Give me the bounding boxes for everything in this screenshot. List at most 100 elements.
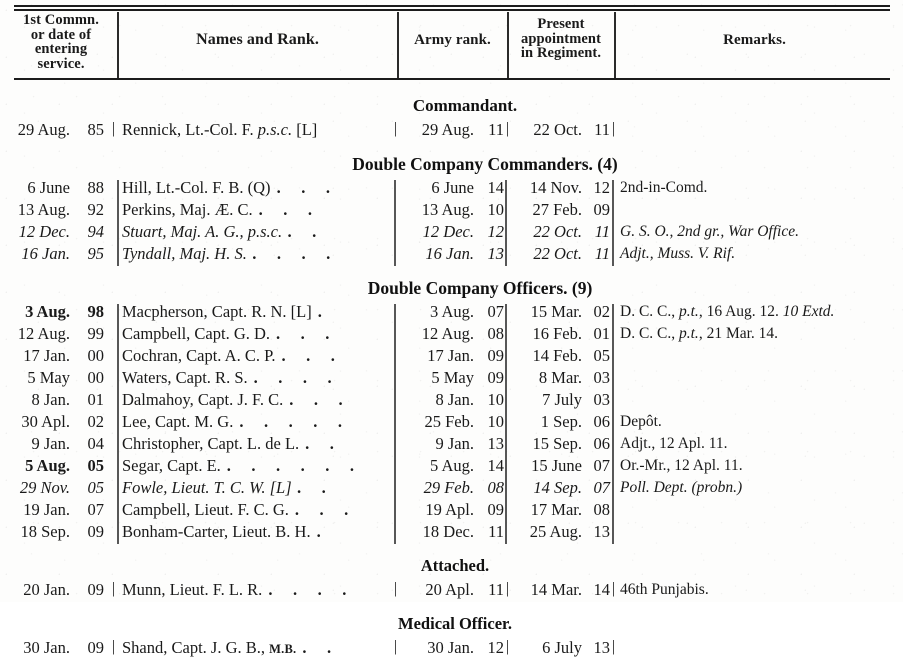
appointment-day-month: 15 June <box>531 456 582 475</box>
army-rank-year: 10 <box>487 412 505 431</box>
leader-dots: . . <box>305 434 336 453</box>
cell-remarks: Or.-Mr., 12 Apl. 11. <box>620 457 743 474</box>
army-rank-year: 11 <box>488 580 504 599</box>
cell-name-and-rank: Perkins, Maj. Æ. C. . . . <box>122 200 394 220</box>
leader-dots: . <box>316 522 323 541</box>
army-rank-day-month: 6 June <box>431 178 474 197</box>
cell-remarks: D. C. C., p.t., 16 Aug. 12. 10 Extd. <box>620 302 898 322</box>
cell-name-and-rank: Campbell, Lieut. F. C. G. . . . <box>122 500 394 520</box>
table-row: 13 Aug. 92 Perkins, Maj. Æ. C. . . . 13 Aug.… <box>0 200 903 222</box>
table-row: 9 Jan. 04 Christopher, Capt. L. de L. . . 9 … <box>0 434 903 456</box>
commission-year: 04 <box>87 434 105 453</box>
commission-day-month: 8 Jan. <box>31 390 71 409</box>
cell-army-rank: 17 Jan. 09 <box>400 346 504 366</box>
header-line: Present <box>537 16 585 32</box>
army-rank-day-month: 29 Aug. <box>421 120 474 139</box>
army-rank-day-month: 19 Apl. <box>425 500 474 519</box>
leader-dots: . . <box>302 638 334 657</box>
army-rank-year: 14 <box>487 178 505 197</box>
name-text: Munn, Lieut. F. L. R. <box>122 580 263 599</box>
cell-commission-date: 16 Jan. 95 <box>4 244 112 264</box>
column-header-names-and-rank: Names and Rank. <box>196 31 319 48</box>
appointment-day-month: 17 Mar. <box>530 500 582 519</box>
cell-army-rank: 9 Jan. 13 <box>400 434 505 454</box>
name-text: Campbell, Lieut. F. C. G. <box>122 500 289 519</box>
army-rank-year: 09 <box>487 368 505 387</box>
remarks-separator-pipe: | <box>612 580 616 597</box>
cell-name-and-rank: Waters, Capt. R. S. . . . . <box>122 368 394 388</box>
cell-army-rank: 13 Aug. 10 <box>400 200 504 220</box>
commission-day-month: 17 Jan. <box>23 346 70 365</box>
appointment-day-month: 22 Oct. <box>533 244 582 263</box>
commission-year: 94 <box>87 222 105 241</box>
name-qualification: p.s.c. <box>257 120 293 139</box>
appointment-day-month: 27 Feb. <box>532 200 583 219</box>
cell-army-rank: 8 Jan. 10 <box>400 390 505 410</box>
leader-dots: . . <box>288 222 319 241</box>
appointment-year: 02 <box>593 302 611 321</box>
cell-army-rank: 16 Jan. 13 <box>400 244 504 264</box>
cell-present-appointment: 14 Nov. 12 <box>510 178 610 198</box>
cell-remarks: 2nd-in-Comd. <box>620 179 708 196</box>
cell-commission-date: 13 Aug. 92 <box>4 200 112 220</box>
cell-commission-date: 6 June 88 <box>4 178 112 198</box>
appointment-year: 06 <box>593 434 611 453</box>
header-line: service. <box>37 55 85 72</box>
cell-name-and-rank: Macpherson, Capt. R. N. [L]. <box>122 302 394 322</box>
appointment-year: 14 <box>593 580 611 599</box>
cell-commission-date: 29 Aug. 85 <box>4 120 112 140</box>
remarks-fragment: 10 Extd. <box>782 303 835 320</box>
army-rank-year: 07 <box>487 302 505 321</box>
commission-day-month: 30 Jan. <box>23 638 70 657</box>
army-rank-year: 08 <box>487 324 505 343</box>
header-line: or date of <box>30 26 92 43</box>
name-text: Campbell, Capt. G. D. <box>122 324 271 343</box>
army-rank-separator-pipe: | <box>394 580 398 597</box>
appointment-day-month: 14 Mar. <box>530 580 582 599</box>
appointment-year: 12 <box>593 178 611 197</box>
commission-day-month: 12 Dec. <box>18 222 70 241</box>
commission-year: 05 <box>87 456 105 475</box>
table-row: 8 Jan. 01 Dalmahoy, Capt. J. F. C. . . . 8 J… <box>0 390 903 412</box>
cell-commission-date: 3 Aug. 98 <box>4 302 112 322</box>
appointment-year: 11 <box>594 244 610 263</box>
army-rank-year: 13 <box>487 244 505 263</box>
cell-commission-date: 18 Sep. 09 <box>4 522 112 542</box>
column-header-commission: 1st Commn. or date of entering service. <box>8 13 114 71</box>
table-row: 3 Aug. 98 Macpherson, Capt. R. N. [L]. 3 Au… <box>0 302 903 324</box>
army-rank-year: 09 <box>487 500 505 519</box>
cell-present-appointment: 22 Oct. 11 <box>510 244 610 264</box>
cell-commission-date: 12 Dec. 94 <box>4 222 112 242</box>
army-rank-day-month: 17 Jan. <box>427 346 474 365</box>
cell-army-rank: 29 Aug. 11 <box>400 120 504 140</box>
army-rank-day-month: 5 May <box>431 368 474 387</box>
commission-year: 92 <box>87 200 105 219</box>
cell-present-appointment: 1 Sep. 06 <box>510 412 610 432</box>
army-rank-day-month: 20 Apl. <box>425 580 474 599</box>
cell-army-rank: 29 Feb. 08 <box>400 478 504 498</box>
cell-present-appointment: 15 June 07 <box>510 456 610 476</box>
leader-dots: . . . <box>281 346 337 365</box>
appointment-day-month: 14 Sep. <box>533 478 582 497</box>
commission-year: 01 <box>87 390 105 409</box>
cell-name-and-rank: Hill, Lt.-Col. F. B. (Q) . . . <box>122 178 394 198</box>
commission-year: 05 <box>87 478 105 497</box>
cell-present-appointment: 14 Mar. 14 <box>510 580 610 600</box>
column-divider-3-body <box>505 180 507 266</box>
remarks-fragment: , 16 Aug. 12. <box>698 303 783 320</box>
appointment-day-month: 7 July <box>542 390 582 409</box>
leader-dots: . <box>317 302 324 321</box>
cell-commission-date: 5 May 00 <box>4 368 112 388</box>
column-divider-1-body <box>117 180 119 266</box>
header-line: entering <box>34 41 88 57</box>
commission-year: 09 <box>87 638 105 657</box>
cell-remarks: Adjt., Muss. V. Rif. <box>620 245 736 262</box>
table-row: 16 Jan. 95 Tyndall, Maj. H. S. . . . . 16 Ja… <box>0 244 903 266</box>
appointment-year: 13 <box>593 522 611 541</box>
column-divider-4-body <box>612 304 614 544</box>
commission-day-month: 3 Aug. <box>25 302 70 321</box>
name-text: Dalmahoy, Capt. J. F. C. <box>122 390 284 409</box>
name-text: Rennick, Lt.-Col. F. <box>122 120 258 139</box>
remarks-separator-pipe: | <box>612 120 616 137</box>
table-row: 29 Aug. 85 | Rennick, Lt.-Col. F. p.s.c. [L… <box>0 120 903 142</box>
